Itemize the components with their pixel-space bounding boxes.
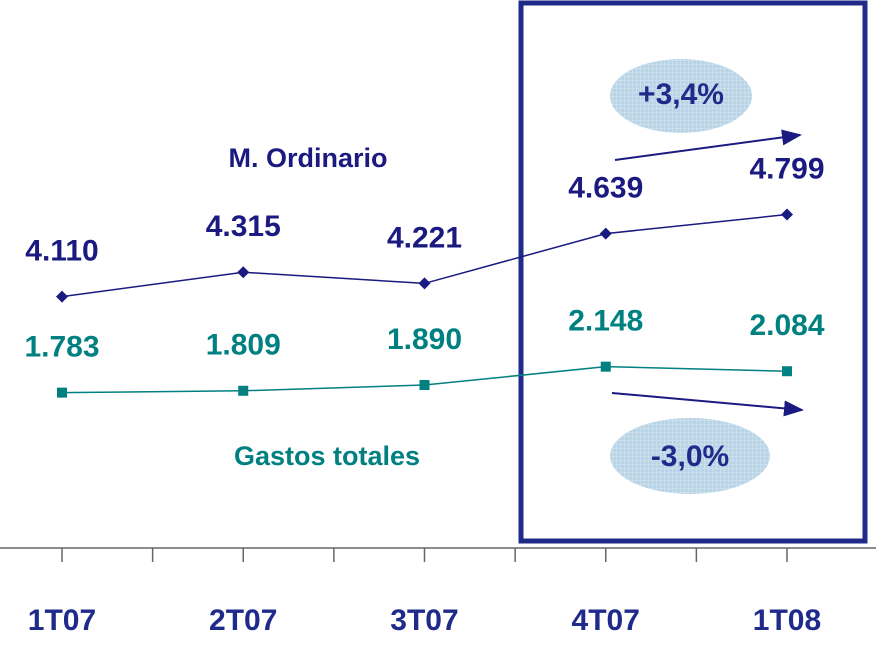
x-tick-label: 1T07 bbox=[28, 604, 96, 637]
series-label: M. Ordinario bbox=[228, 143, 387, 173]
annotation: -3,0% bbox=[651, 440, 729, 473]
data-label: 4.639 bbox=[568, 172, 643, 205]
callout-ellipse bbox=[610, 59, 752, 133]
data-label: 2.084 bbox=[749, 309, 824, 342]
annotation: +3,4% bbox=[638, 78, 724, 111]
data-label: 4.110 bbox=[25, 235, 98, 268]
marker bbox=[418, 277, 431, 290]
data-label: 4.799 bbox=[749, 152, 824, 185]
data-label: 4.315 bbox=[206, 210, 281, 243]
x-tick-label: 4T07 bbox=[572, 604, 640, 637]
marker bbox=[57, 387, 67, 398]
trend-arrow bbox=[614, 129, 802, 161]
data-label: 4.221 bbox=[387, 221, 462, 254]
marker bbox=[781, 208, 793, 221]
data-label: 1.809 bbox=[206, 329, 281, 362]
marker bbox=[56, 290, 68, 303]
marker bbox=[237, 266, 250, 279]
x-tick-label: 3T07 bbox=[390, 604, 458, 637]
data-label: 1.890 bbox=[387, 323, 462, 356]
x-tick-label: 1T08 bbox=[753, 604, 821, 637]
marker bbox=[599, 227, 612, 240]
trend-arrow bbox=[611, 392, 804, 417]
highlight-box bbox=[518, 0, 868, 544]
series-label: Gastos totales bbox=[234, 441, 420, 471]
data-label: 1.783 bbox=[24, 331, 99, 364]
data-label: 2.148 bbox=[568, 305, 643, 338]
x-tick-label: 2T07 bbox=[209, 604, 277, 637]
marker bbox=[600, 361, 611, 372]
callout-ellipse bbox=[610, 418, 770, 494]
marker bbox=[238, 385, 249, 396]
marker bbox=[419, 380, 430, 391]
marker bbox=[782, 366, 792, 377]
